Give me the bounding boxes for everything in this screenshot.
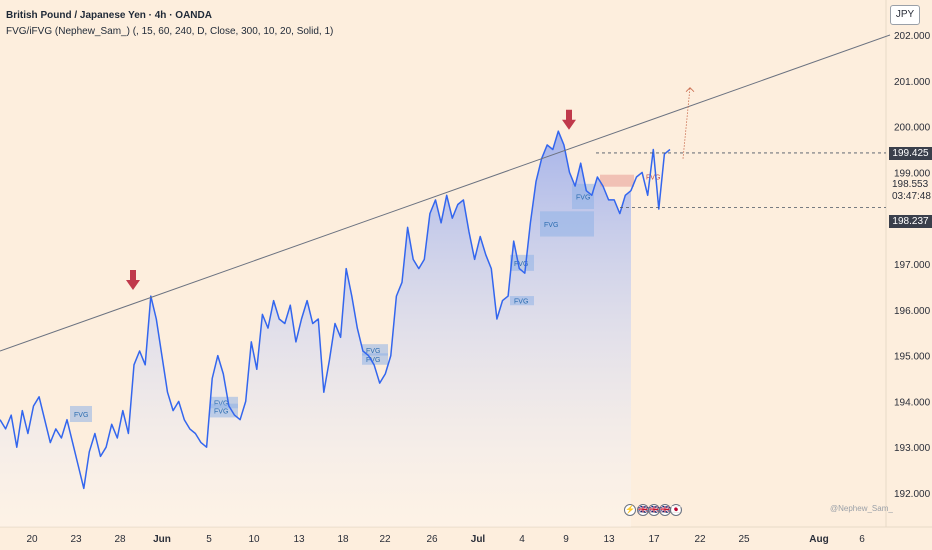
x-tick-label: Jun bbox=[153, 534, 171, 545]
x-tick-label: 13 bbox=[603, 534, 615, 545]
x-tick-label: 6 bbox=[859, 534, 865, 545]
japan-flag-icon[interactable]: 🇯🇵 bbox=[670, 504, 682, 516]
x-tick-label: 22 bbox=[694, 534, 706, 545]
fvg-zone bbox=[362, 353, 388, 365]
y-tick-label: 202.000 bbox=[894, 31, 931, 42]
resistance-trendline bbox=[0, 34, 891, 352]
x-tick-label: 25 bbox=[738, 534, 750, 545]
x-tick-label: 28 bbox=[114, 534, 126, 545]
fvg-label: FVG bbox=[366, 357, 380, 364]
x-tick-label: 5 bbox=[206, 534, 212, 545]
fvg-zone bbox=[510, 254, 534, 271]
fvg-label: FVG bbox=[544, 222, 558, 229]
price-line bbox=[0, 130, 671, 490]
y-tick-label: 201.000 bbox=[894, 77, 931, 88]
fvg-zone bbox=[362, 344, 388, 356]
x-tick-label: 13 bbox=[293, 534, 305, 545]
y-tick-label: 200.000 bbox=[894, 123, 931, 134]
fvg-zone bbox=[540, 211, 594, 237]
fvg-label: FVG bbox=[74, 412, 88, 419]
fvg-zone-bearish bbox=[600, 174, 634, 187]
x-tick-label: 23 bbox=[70, 534, 82, 545]
y-tick-label: 197.000 bbox=[894, 260, 931, 271]
y-tick-label: 194.000 bbox=[894, 397, 931, 408]
x-tick-label: 18 bbox=[337, 534, 349, 545]
upper-level-label: 199.425 bbox=[889, 146, 932, 160]
projection-arrowhead bbox=[685, 87, 695, 92]
x-tick-label: 20 bbox=[26, 534, 38, 545]
fvg-label: FVG bbox=[514, 261, 528, 268]
peak-arrow-icon bbox=[562, 109, 576, 130]
x-tick-label: Aug bbox=[809, 534, 828, 545]
x-tick-label: Jul bbox=[471, 534, 486, 545]
fvg-zone bbox=[572, 183, 594, 210]
x-tick-label: 17 bbox=[648, 534, 660, 545]
fvg-zone bbox=[210, 396, 238, 409]
countdown-label: 03:47:48 bbox=[892, 190, 931, 202]
x-tick-label: 4 bbox=[519, 534, 525, 545]
fvg-label: FVG bbox=[576, 194, 590, 201]
y-tick-label: 193.000 bbox=[894, 443, 931, 454]
fvg-zone bbox=[70, 405, 92, 423]
fvg-zone bbox=[210, 403, 238, 418]
fvg-label: FVG bbox=[514, 299, 528, 306]
x-tick-label: 10 bbox=[248, 534, 260, 545]
fvg-label: FVG bbox=[214, 409, 228, 416]
lower-level-label: 198.237 bbox=[889, 215, 932, 229]
currency-button[interactable]: JPY bbox=[890, 5, 920, 25]
uk-flag-icon[interactable]: 🇬🇧 bbox=[637, 504, 649, 516]
x-tick-label: 26 bbox=[426, 534, 438, 545]
current-price-label: 198.553 bbox=[892, 179, 929, 191]
peak-arrow-icon bbox=[126, 270, 140, 291]
x-tick-label: 22 bbox=[379, 534, 391, 545]
x-tick-label: 9 bbox=[563, 534, 569, 545]
y-tick-label: 195.000 bbox=[894, 352, 931, 363]
indicator-legend[interactable]: FVG/iFVG (Nephew_Sam_) (, 15, 60, 240, D… bbox=[6, 26, 334, 37]
price-area-fill bbox=[0, 131, 631, 527]
fvg-label-bearish: FVG bbox=[646, 174, 660, 181]
y-tick-label: 192.000 bbox=[894, 489, 931, 500]
projection-line bbox=[682, 87, 691, 159]
lightning-icon[interactable]: ⚡ bbox=[624, 504, 636, 516]
watermark: @Nephew_Sam_ bbox=[830, 504, 893, 513]
fvg-label: FVG bbox=[366, 348, 380, 355]
y-tick-label: 196.000 bbox=[894, 306, 931, 317]
chart-title: British Pound / Japanese Yen · 4h · OAND… bbox=[6, 10, 212, 21]
fvg-zone bbox=[510, 296, 534, 306]
y-tick-label: 199.000 bbox=[894, 168, 931, 179]
